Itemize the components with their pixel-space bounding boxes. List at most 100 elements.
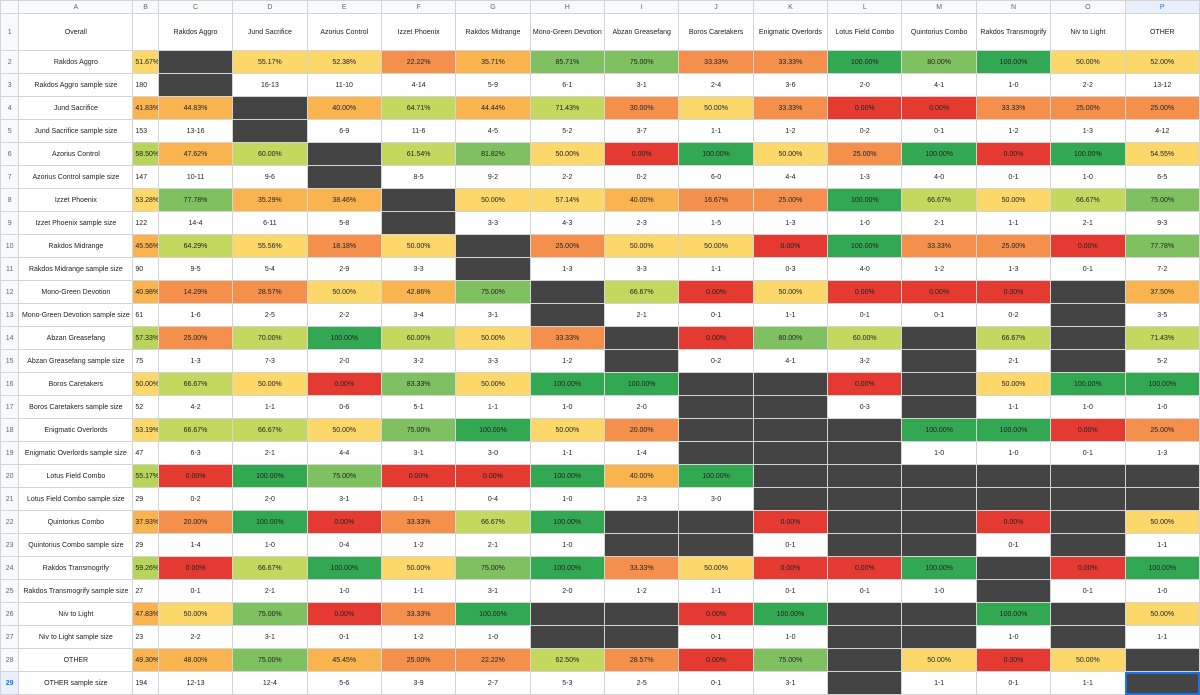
- matchup-cell[interactable]: 4-1: [901, 73, 977, 97]
- matchup-cell[interactable]: 3-1: [380, 441, 457, 465]
- matchup-cell[interactable]: 1-5: [678, 211, 754, 235]
- matchup-cell[interactable]: 1-1: [678, 119, 754, 143]
- matchup-cell[interactable]: 54.55%: [1124, 142, 1200, 166]
- matchup-cell[interactable]: 50.00%: [975, 188, 1052, 212]
- matchup-cell[interactable]: 1-4: [604, 441, 680, 465]
- matchup-cell[interactable]: 10-11: [157, 165, 234, 189]
- matchup-cell[interactable]: 8-5: [380, 165, 457, 189]
- matchup-cell[interactable]: 52.38%: [306, 50, 382, 74]
- matchup-cell[interactable]: [157, 50, 234, 74]
- matchup-cell[interactable]: [1050, 625, 1126, 649]
- matchup-cell[interactable]: 0.00%: [975, 510, 1052, 534]
- matchup-cell[interactable]: 0.00%: [901, 96, 977, 120]
- matchup-cell[interactable]: 0.00%: [827, 556, 903, 580]
- overall-winrate-cell[interactable]: 27: [132, 579, 159, 603]
- matchup-cell[interactable]: 33.33%: [678, 50, 754, 74]
- deck-label-cell[interactable]: Azorius Control: [18, 142, 134, 166]
- opponent-header-cell[interactable]: Quintorius Combo: [901, 13, 977, 51]
- matchup-cell[interactable]: 3-1: [752, 671, 829, 695]
- matchup-cell[interactable]: 61.54%: [380, 142, 457, 166]
- matchup-cell[interactable]: [678, 395, 754, 419]
- column-header-k[interactable]: K: [752, 0, 829, 14]
- matchup-cell[interactable]: [827, 487, 903, 511]
- matchup-cell[interactable]: 44.44%: [455, 96, 531, 120]
- select-all-corner[interactable]: [0, 0, 20, 14]
- overall-winrate-cell[interactable]: 23: [132, 625, 159, 649]
- column-header-e[interactable]: E: [306, 0, 382, 14]
- matchup-cell[interactable]: 75.00%: [455, 280, 531, 304]
- matchup-cell[interactable]: [232, 119, 308, 143]
- matchup-cell[interactable]: 0-1: [752, 579, 829, 603]
- matchup-cell[interactable]: 60.00%: [232, 142, 308, 166]
- matchup-cell[interactable]: 0.00%: [1050, 234, 1126, 258]
- matchup-cell[interactable]: 1-1: [380, 579, 457, 603]
- matchup-cell[interactable]: [529, 303, 606, 327]
- matchup-cell[interactable]: 50.00%: [678, 556, 754, 580]
- matchup-cell[interactable]: 1-1: [678, 257, 754, 281]
- matchup-cell[interactable]: 0-1: [827, 303, 903, 327]
- matchup-cell[interactable]: 3-3: [455, 211, 531, 235]
- matchup-cell[interactable]: [529, 280, 606, 304]
- matchup-cell[interactable]: 40.00%: [604, 464, 680, 488]
- overall-winrate-cell[interactable]: 29: [132, 533, 159, 557]
- matchup-cell[interactable]: 64.71%: [380, 96, 457, 120]
- matchup-cell[interactable]: 3-3: [380, 257, 457, 281]
- matchup-cell[interactable]: [752, 372, 829, 396]
- row-number[interactable]: 1: [0, 13, 20, 51]
- column-header-l[interactable]: L: [827, 0, 903, 14]
- matchup-cell[interactable]: 3-6: [752, 73, 829, 97]
- matchup-cell[interactable]: 2-0: [306, 349, 382, 373]
- matchup-cell[interactable]: 3-1: [604, 73, 680, 97]
- column-header-i[interactable]: I: [604, 0, 680, 14]
- column-header-m[interactable]: M: [901, 0, 977, 14]
- matchup-cell[interactable]: 4-2: [157, 395, 234, 419]
- matchup-cell[interactable]: 1-1: [232, 395, 308, 419]
- matchup-cell[interactable]: [157, 73, 234, 97]
- matchup-cell[interactable]: 25.00%: [1124, 418, 1200, 442]
- matchup-cell[interactable]: 1-1: [1124, 533, 1200, 557]
- matchup-cell[interactable]: 75.00%: [232, 648, 308, 672]
- matchup-cell[interactable]: 66.67%: [975, 326, 1052, 350]
- matchup-cell[interactable]: 16-13: [232, 73, 308, 97]
- matchup-cell[interactable]: 1-0: [529, 487, 606, 511]
- matchup-cell[interactable]: 0.00%: [380, 464, 457, 488]
- matchup-cell[interactable]: 3-0: [455, 441, 531, 465]
- matchup-cell[interactable]: 66.67%: [1050, 188, 1126, 212]
- matchup-cell[interactable]: 48.00%: [157, 648, 234, 672]
- matchup-cell[interactable]: [604, 326, 680, 350]
- deck-label-cell[interactable]: Quintorius Combo: [18, 510, 134, 534]
- column-header-f[interactable]: F: [380, 0, 457, 14]
- matchup-cell[interactable]: 70.00%: [232, 326, 308, 350]
- matchup-cell[interactable]: 28.57%: [604, 648, 680, 672]
- matchup-cell[interactable]: 3-7: [604, 119, 680, 143]
- matchup-cell[interactable]: 1-0: [901, 441, 977, 465]
- matchup-cell[interactable]: [678, 418, 754, 442]
- matchup-cell[interactable]: 0-1: [901, 119, 977, 143]
- matchup-cell[interactable]: 50.00%: [232, 372, 308, 396]
- matchup-cell[interactable]: [1050, 349, 1126, 373]
- matchup-cell[interactable]: 1-0: [1124, 579, 1200, 603]
- row-number[interactable]: 5: [0, 119, 20, 143]
- matchup-cell[interactable]: [752, 418, 829, 442]
- matchup-cell[interactable]: 33.33%: [529, 326, 606, 350]
- matchup-cell[interactable]: 1-0: [306, 579, 382, 603]
- matchup-cell[interactable]: 0-1: [678, 303, 754, 327]
- matchup-cell[interactable]: [901, 349, 977, 373]
- matchup-cell[interactable]: 50.00%: [678, 96, 754, 120]
- overall-winrate-cell[interactable]: 47.83%: [132, 602, 159, 626]
- matchup-cell[interactable]: 80.00%: [752, 326, 829, 350]
- matchup-cell[interactable]: 6-0: [678, 165, 754, 189]
- matchup-cell[interactable]: 2-0: [604, 395, 680, 419]
- matchup-cell[interactable]: 2-1: [455, 533, 531, 557]
- matchup-cell[interactable]: 50.00%: [1050, 648, 1126, 672]
- matchup-cell[interactable]: 9-3: [1124, 211, 1200, 235]
- matchup-cell[interactable]: 1-1: [901, 671, 977, 695]
- row-number[interactable]: 13: [0, 303, 20, 327]
- matchup-cell[interactable]: 2-5: [604, 671, 680, 695]
- row-number[interactable]: 6: [0, 142, 20, 166]
- matchup-cell[interactable]: [901, 464, 977, 488]
- overall-header[interactable]: Overall: [18, 13, 134, 51]
- deck-label-cell[interactable]: Abzan Greasefang sample size: [18, 349, 134, 373]
- matchup-cell[interactable]: 5-8: [306, 211, 382, 235]
- matchup-cell[interactable]: 0.00%: [752, 234, 829, 258]
